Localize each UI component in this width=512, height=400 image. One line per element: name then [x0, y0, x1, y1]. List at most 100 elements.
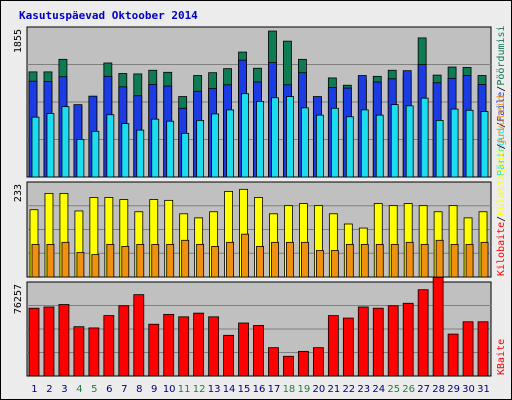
bar-bytes-day-1 [28, 307, 40, 377]
bar-downloads-day-14 [226, 241, 234, 278]
bar-files-day-24 [375, 114, 384, 178]
bar-files-day-10 [166, 120, 175, 178]
bar-files-day-26 [405, 105, 414, 178]
x-tick-label: 1 [31, 384, 37, 395]
bar-bytes-day-27 [417, 289, 429, 377]
bar-bytes-day-11 [178, 316, 190, 377]
bar-bytes-day-2 [43, 306, 55, 377]
bar-files-day-9 [151, 118, 160, 178]
legend-2: Kilobaite/Külastajaid/Arvuteid [496, 95, 507, 276]
bar-downloads-day-5 [91, 254, 100, 278]
bar-downloads-day-29 [450, 243, 459, 278]
x-tick-label: 23 [357, 384, 370, 395]
x-tick-label: 6 [106, 384, 112, 395]
bar-files-day-6 [106, 114, 115, 178]
y-max-label-3: 76257 [13, 284, 24, 314]
bar-files-day-25 [390, 104, 399, 178]
bar-downloads-day-28 [435, 239, 444, 278]
bar-downloads-day-2 [46, 243, 55, 278]
legend-item: / [496, 144, 507, 150]
bar-downloads-day-23 [360, 243, 369, 278]
bar-files-day-1 [31, 116, 40, 178]
x-tick-label: 30 [462, 384, 475, 395]
bar-downloads-day-11 [181, 239, 190, 278]
x-tick-label: 29 [447, 384, 460, 395]
bar-bytes-day-18 [283, 355, 294, 377]
bar-files-day-20 [315, 114, 324, 178]
bar-bytes-day-13 [208, 316, 220, 377]
bar-bytes-day-3 [58, 304, 70, 377]
bar-files-day-5 [91, 130, 100, 178]
bar-bytes-day-23 [357, 306, 369, 377]
bar-files-day-13 [211, 113, 220, 178]
legend-item: Pöördumisi [496, 25, 507, 85]
bar-downloads-day-17 [271, 241, 279, 278]
bar-files-day-23 [360, 109, 369, 178]
bar-files-day-2 [46, 113, 55, 178]
x-tick-label: 28 [432, 384, 445, 395]
bar-downloads-day-30 [465, 243, 474, 278]
bar-downloads-day-12 [196, 243, 205, 278]
bar-bytes-day-31 [477, 321, 489, 377]
bar-files-day-27 [420, 97, 429, 178]
bar-bytes-day-17 [268, 347, 279, 377]
bar-bytes-day-28 [432, 276, 444, 377]
bar-files-day-19 [301, 107, 309, 178]
legend-item: Kilobaite [496, 222, 507, 276]
bar-bytes-day-14 [223, 334, 234, 377]
bar-bytes-day-7 [118, 305, 130, 377]
bar-downloads-day-16 [256, 246, 264, 278]
bar-files-day-14 [226, 109, 234, 178]
x-tick-label: 21 [327, 384, 340, 395]
bar-downloads-day-15 [241, 233, 249, 278]
bar-downloads-day-9 [151, 243, 160, 278]
bar-downloads-day-25 [390, 243, 399, 278]
bar-files-day-30 [465, 109, 474, 178]
x-tick-label: 20 [313, 384, 326, 395]
legend-item: Päringud [496, 128, 507, 176]
legend-item: Arvuteid [496, 95, 507, 143]
x-tick-label: 15 [238, 384, 251, 395]
bar-files-day-11 [181, 132, 190, 178]
bar-bytes-day-16 [253, 325, 264, 377]
x-tick-label: 8 [136, 384, 142, 395]
bar-downloads-day-24 [375, 243, 384, 278]
bar-downloads-day-6 [106, 243, 115, 278]
bar-bytes-day-12 [193, 312, 205, 377]
x-tick-label: 5 [91, 384, 97, 395]
legend-item: Faile [496, 92, 507, 122]
bar-bytes-day-10 [163, 313, 175, 377]
bar-bytes-day-24 [372, 307, 384, 377]
y-max-label-1: 1855 [13, 29, 24, 53]
x-tick-label: 7 [121, 384, 127, 395]
bar-files-day-17 [271, 97, 279, 178]
bar-files-day-15 [241, 93, 249, 178]
chart-title: Kasutuspäevad Oktoober 2014 [19, 9, 198, 22]
bar-downloads-day-22 [345, 243, 354, 278]
bar-files-day-16 [256, 100, 264, 178]
legend-item: / [496, 122, 507, 128]
bar-downloads-day-3 [61, 241, 70, 278]
bar-files-day-22 [345, 116, 354, 178]
bar-downloads-day-1 [31, 243, 40, 278]
x-tick-label: 13 [208, 384, 221, 395]
x-tick-label: 18 [283, 384, 296, 395]
x-tick-label: 31 [477, 384, 490, 395]
bar-bytes-day-8 [133, 294, 145, 377]
legend-item: Külastajaid [496, 150, 507, 216]
x-tick-label: 2 [46, 384, 52, 395]
bar-bytes-day-25 [387, 305, 399, 377]
bar-bytes-day-21 [327, 315, 339, 377]
bar-bytes-day-6 [103, 315, 115, 377]
bar-files-day-28 [435, 119, 444, 178]
bar-downloads-day-27 [420, 243, 429, 278]
bar-downloads-day-18 [286, 241, 294, 278]
bar-downloads-day-19 [301, 241, 309, 278]
legend-item: / [496, 216, 507, 222]
bar-files-day-18 [286, 96, 294, 178]
legend-item: KBaite [496, 339, 507, 375]
bar-downloads-day-13 [211, 246, 220, 278]
bar-files-day-29 [450, 108, 459, 178]
bar-files-day-21 [330, 107, 339, 178]
